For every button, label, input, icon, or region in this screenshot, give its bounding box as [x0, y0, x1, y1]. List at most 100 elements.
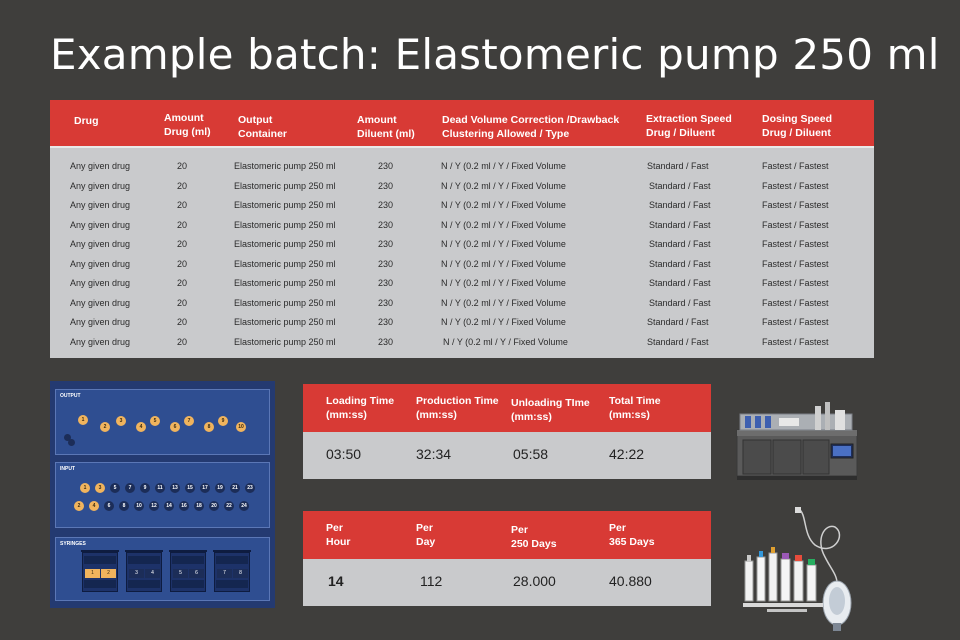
- syringe-slot: 1: [85, 569, 100, 578]
- syringes-panel-label: SYRINGES: [60, 541, 86, 547]
- input-vial-dot: 1: [80, 483, 90, 493]
- cell-amount: 20: [177, 200, 188, 210]
- time-table: Loading Time (mm:ss) Production Time (mm:s…: [303, 384, 711, 479]
- cell-dosing: Fastest / Fastest: [762, 278, 829, 288]
- syringe-bar: [84, 556, 116, 564]
- cell-drug: Any given drug: [70, 336, 131, 347]
- output-container-dot: 9: [218, 416, 228, 426]
- cell-diluent: 230: [378, 219, 394, 230]
- cell-dead-volume: N / Y (0.2 ml / Y / Fixed Volume: [441, 239, 566, 249]
- header-extraction-l2: Drug / Diluent: [646, 127, 715, 139]
- header-dead-l1: Dead Volume Correction /Drawback: [442, 114, 620, 126]
- cell-drug: Any given drug: [70, 180, 131, 191]
- header-loading-l1: Loading Time: [326, 395, 395, 407]
- cell-dead-volume: N / Y (0.2 ml / Y / Fixed Volume: [441, 317, 566, 327]
- cell-extraction: Standard / Fast: [647, 336, 709, 347]
- loading-time-value: 03:50: [326, 446, 362, 462]
- time-table-header: Loading Time (mm:ss) Production Time (mm:s…: [303, 384, 711, 432]
- cell-container: Elastomeric pump 250 ml: [234, 317, 336, 327]
- header-diluent-l2: Diluent (ml): [357, 128, 415, 140]
- header-drug: Drug: [74, 115, 99, 127]
- cell-diluent: 230: [378, 278, 394, 288]
- cell-dosing: Fastest / Fastest: [762, 239, 829, 249]
- output-tool-icon: [68, 439, 75, 446]
- syringe-slot: 2: [101, 569, 116, 578]
- header-extraction-l1: Extraction Speed: [646, 113, 732, 125]
- input-vial-dot: 3: [95, 483, 105, 493]
- input-vial-dot: 20: [209, 501, 219, 511]
- header-production-l2: (mm:ss): [416, 409, 457, 421]
- output-container-dot: 4: [136, 422, 146, 432]
- cell-diluent: 230: [378, 239, 394, 249]
- syringe-bar: [216, 556, 248, 564]
- cell-container: Elastomeric pump 250 ml: [234, 239, 336, 249]
- rate-table-header: Per Hour Per Day Per 250 Days Per 365 Days: [303, 511, 711, 559]
- syringe-slot: 7: [217, 569, 232, 578]
- header-unloading-time: Unloading TIme (mm:ss): [511, 396, 590, 424]
- cell-container: Elastomeric pump 250 ml: [234, 336, 336, 347]
- cell-extraction: Standard / Fast: [649, 258, 711, 269]
- cell-dead-volume: N / Y (0.2 ml / Y / Fixed Volume: [443, 336, 568, 347]
- cell-amount: 20: [177, 219, 188, 230]
- header-per-365-days: Per 365 Days: [609, 521, 655, 549]
- cell-extraction: Standard / Fast: [649, 239, 711, 249]
- cell-amount: 20: [177, 180, 188, 191]
- header-250-l2: 250 Days: [511, 538, 557, 550]
- header-total-l2: (mm:ss): [609, 409, 650, 421]
- header-total-l1: Total Time: [609, 395, 661, 407]
- input-vial-dot: 13: [170, 483, 180, 493]
- cell-dosing: Fastest / Fastest: [762, 200, 829, 210]
- cell-container: Elastomeric pump 250 ml: [234, 278, 336, 288]
- cell-diluent: 230: [378, 336, 394, 347]
- input-vial-dot: 24: [239, 501, 249, 511]
- table-row: Any given drug 20 Elastomeric pump 250 m…: [50, 156, 874, 176]
- cell-dead-volume: N / Y (0.2 ml / Y / Fixed Volume: [441, 200, 566, 210]
- header-day-l1: Per: [416, 522, 433, 534]
- rate-table-values: 14 112 28.000 40.880: [303, 559, 711, 606]
- total-time-value: 42:22: [609, 446, 645, 462]
- syringe-slot: 8: [233, 569, 248, 578]
- output-container-dot: 10: [236, 422, 246, 432]
- unloading-time-value: 05:58: [513, 446, 549, 462]
- cell-extraction: Standard / Fast: [649, 180, 711, 191]
- table-row: Any given drug 20 Elastomeric pump 250 m…: [50, 312, 874, 332]
- compounding-machine-image: [736, 402, 858, 480]
- cell-amount: 20: [177, 336, 188, 347]
- header-loading-l2: (mm:ss): [326, 409, 367, 421]
- cell-drug: Any given drug: [70, 297, 131, 308]
- output-tool-icon: [64, 434, 71, 441]
- syringe-slot: 6: [189, 569, 204, 578]
- cell-dead-volume: N / Y (0.2 ml / Y / Fixed Volume: [441, 161, 566, 171]
- syringe-bar: [172, 556, 204, 564]
- input-vial-dot: 23: [245, 483, 255, 493]
- cell-extraction: Standard / Fast: [649, 297, 711, 308]
- header-extraction-speed: Extraction Speed Drug / Diluent: [646, 112, 732, 140]
- cell-dosing: Fastest / Fastest: [762, 297, 829, 308]
- header-unloading-l1: Unloading TIme: [511, 397, 590, 409]
- output-container-dot: 5: [150, 416, 160, 426]
- output-container-dot: 3: [116, 416, 126, 426]
- header-hour-l1: Per: [326, 522, 343, 534]
- cell-amount: 20: [177, 239, 188, 249]
- table-row: Any given drug 20 Elastomeric pump 250 m…: [50, 293, 874, 313]
- cell-dosing: Fastest / Fastest: [762, 180, 829, 191]
- input-panel: INPUT 1 2 3 4 5 6 7 8 9 10 11 12 13 14 15 16 17 18 19 20 21 2…: [55, 462, 270, 528]
- batch-table: Drug Amount Drug (ml) Output Container Amo…: [50, 100, 874, 358]
- output-container-dot: 8: [204, 422, 214, 432]
- header-dead-volume: Dead Volume Correction /Drawback Clusteri…: [442, 113, 619, 141]
- machine-layout-diagram: OUTPUT 1 2 3 4 5 6 7 8 9 10 INPUT 1 2 3 4 5 6 7 8 9 10 11 12…: [50, 381, 275, 608]
- output-container-dot: 6: [170, 422, 180, 432]
- input-vial-dot: 6: [104, 501, 114, 511]
- cell-amount: 20: [177, 161, 188, 171]
- per-day-value: 112: [420, 573, 443, 589]
- header-365-l2: 365 Days: [609, 536, 655, 548]
- cell-drug: Any given drug: [70, 278, 131, 288]
- cell-container: Elastomeric pump 250 ml: [234, 200, 336, 210]
- table-row: Any given drug 20 Elastomeric pump 250 m…: [50, 273, 874, 293]
- input-vial-dot: 14: [164, 501, 174, 511]
- table-row: Any given drug 20 Elastomeric pump 250 m…: [50, 215, 874, 235]
